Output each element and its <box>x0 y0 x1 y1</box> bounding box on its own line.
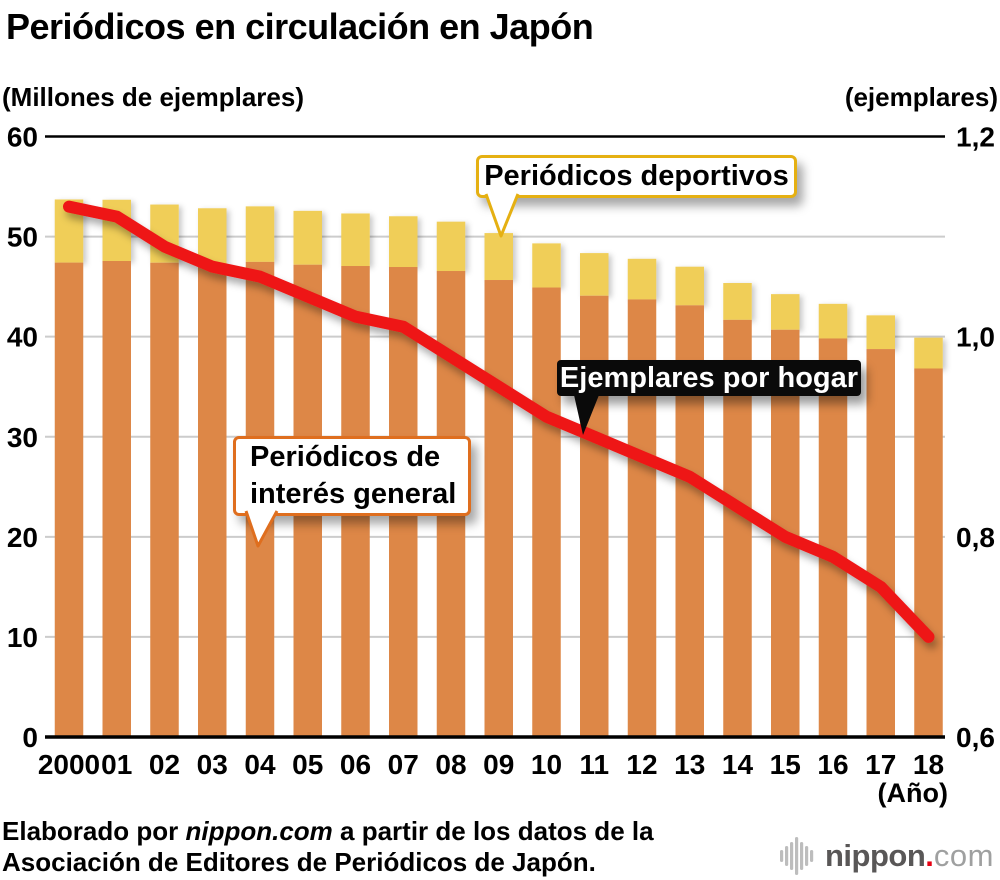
x-tick-02: 02 <box>149 749 180 780</box>
x-tick-13: 13 <box>674 749 705 780</box>
left-tick-50: 50 <box>7 222 38 253</box>
household-polyline <box>63 200 935 643</box>
general-interest-callout: Periódicos de interés general <box>233 436 471 516</box>
x-tick-15: 15 <box>770 749 801 780</box>
x-axis-year-note: (Año) <box>877 778 948 808</box>
x-tick-08: 08 <box>435 749 466 780</box>
right-axis-unit-label: (ejemplares) <box>844 82 998 112</box>
left-tick-10: 10 <box>7 622 38 653</box>
bar-sports-14 <box>723 283 752 320</box>
x-tick-05: 05 <box>292 749 323 780</box>
x-tick-06: 06 <box>340 749 371 780</box>
bar-sports-13 <box>675 266 704 306</box>
left-tick-20: 20 <box>7 522 38 553</box>
bar-general-16 <box>818 338 848 737</box>
x-tick-07: 07 <box>388 749 419 780</box>
bar-general-18 <box>914 368 943 737</box>
x-tick-09: 09 <box>483 749 514 780</box>
x-tick-12: 12 <box>626 749 657 780</box>
bar-sports-09 <box>484 233 513 281</box>
x-tick-01: 01 <box>101 749 132 780</box>
x-tick-11: 11 <box>579 749 609 780</box>
x-tick-18: 18 <box>913 749 944 780</box>
bar-sports-18 <box>914 337 943 369</box>
bar-sports-03 <box>198 208 227 264</box>
bar-general-17 <box>866 349 895 737</box>
bar-general-01 <box>102 261 131 737</box>
stacked-bars <box>54 199 943 737</box>
bar-general-02 <box>150 262 179 737</box>
x-tick-17: 17 <box>865 749 896 780</box>
sports-callout-label: Periódicos deportivos <box>484 160 789 192</box>
x-tick-14: 14 <box>722 749 754 780</box>
bar-sports-10 <box>532 243 561 288</box>
left-tick-30: 30 <box>7 422 38 453</box>
bar-sports-16 <box>818 303 848 339</box>
general-callout-label: Periódicos de interés general <box>250 441 457 510</box>
bar-general-09 <box>484 280 513 737</box>
bar-sports-11 <box>580 253 609 296</box>
copies-per-household-callout: Ejemplares por hogar <box>557 360 861 396</box>
x-tick-2000: 2000 <box>38 749 100 780</box>
household-callout-label: Ejemplares por hogar <box>559 361 859 394</box>
left-tick-60: 60 <box>7 122 38 153</box>
logo-wordmark: nippon.com <box>825 838 994 874</box>
sports-newspapers-callout: Periódicos deportivos <box>476 155 797 198</box>
bar-sports-05 <box>293 210 322 265</box>
logo-com: com <box>933 838 994 873</box>
nippon-logo: nippon.com <box>780 834 994 878</box>
source-line-2: Asociación de Editores de Periódicos de … <box>2 847 596 877</box>
left-tick-40: 40 <box>7 322 38 353</box>
soundwave-bars-icon <box>780 837 814 875</box>
x-tick-03: 03 <box>197 749 228 780</box>
logo-dot: . <box>925 838 934 873</box>
x-tick-04: 04 <box>244 749 276 780</box>
left-axis-unit-label: (Millones de ejemplares) <box>2 82 304 112</box>
axis-tick-labels: 0 10 20 30 40 50 60 1,2 1,0 0,8 0,6 2000 01 02 03 04 05 0… <box>7 122 995 781</box>
right-tick-0,8: 0,8 <box>956 522 995 553</box>
bar-general-2000 <box>54 262 84 737</box>
bar-sports-07 <box>389 216 418 268</box>
axis-lines <box>45 135 945 739</box>
right-tick-1,2: 1,2 <box>956 122 995 153</box>
left-tick-0: 0 <box>22 722 38 753</box>
bar-sports-12 <box>627 258 657 300</box>
source-attribution: Elaborado por nippon.com a partir de los… <box>2 816 654 878</box>
bar-general-10 <box>532 287 561 737</box>
logo-nippon: nippon <box>825 838 926 873</box>
bar-sports-15 <box>771 294 800 330</box>
right-tick-1,0: 1,0 <box>956 322 995 353</box>
bar-general-03 <box>198 263 227 737</box>
chart-title: Periódicos en circulación en Japón <box>6 6 594 47</box>
household-line <box>63 200 935 643</box>
bar-sports-06 <box>341 213 370 267</box>
x-tick-16: 16 <box>817 749 848 780</box>
x-tick-10: 10 <box>531 749 562 780</box>
source-line-1: Elaborado por nippon.com a partir de los… <box>2 816 654 846</box>
bar-sports-17 <box>866 315 895 350</box>
bar-sports-04 <box>245 206 275 262</box>
right-tick-0,6: 0,6 <box>956 722 995 753</box>
bar-sports-08 <box>436 221 466 272</box>
